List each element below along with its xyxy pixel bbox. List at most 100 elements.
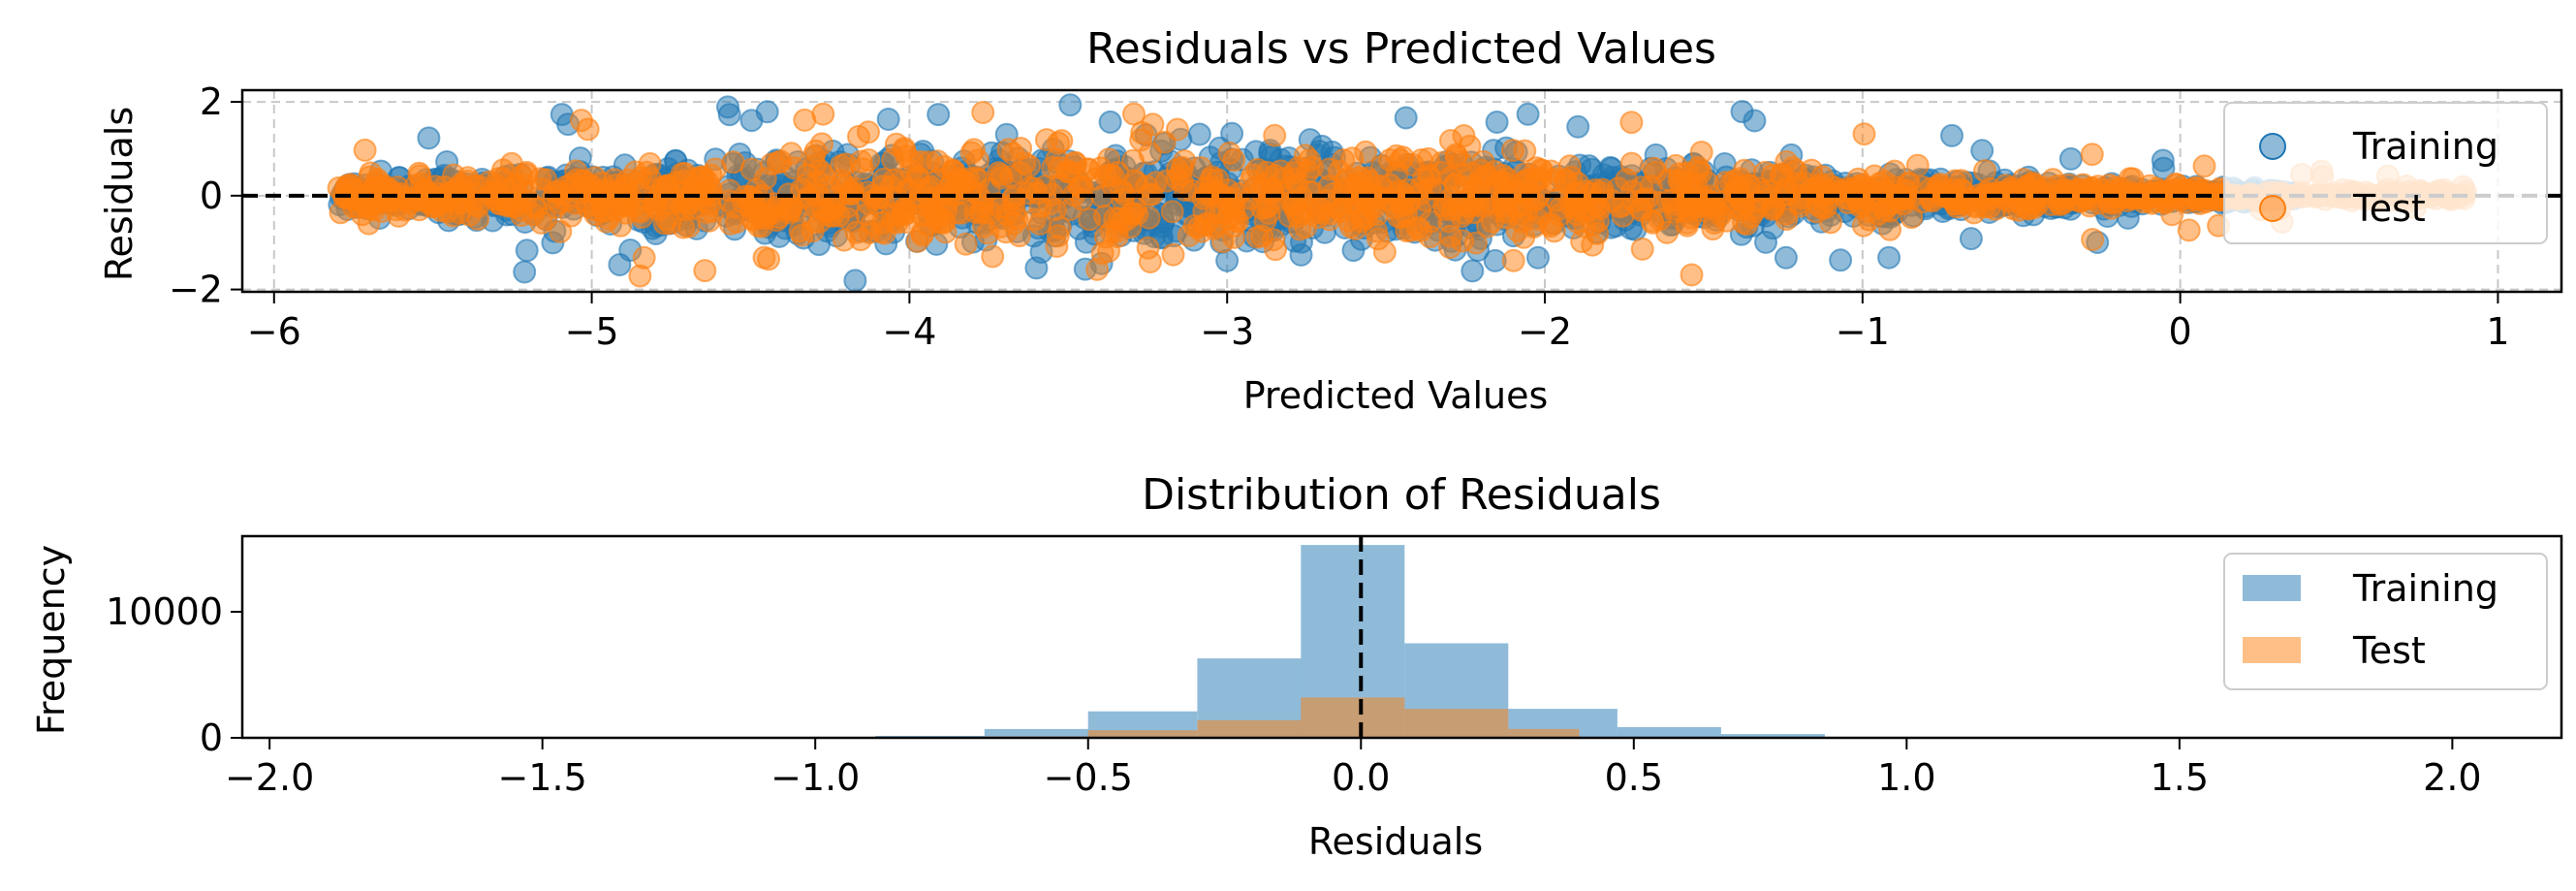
x-tick-label: −2 bbox=[1518, 310, 1572, 353]
scatter-point-test bbox=[1137, 206, 1161, 230]
scatter-point-training bbox=[513, 260, 537, 284]
scatter-point-test bbox=[1559, 165, 1584, 189]
histogram-legend: Training Test bbox=[2223, 553, 2548, 690]
scatter-point-test bbox=[1340, 146, 1365, 171]
scatter-point-test bbox=[1501, 248, 1525, 272]
scatter-point-training bbox=[843, 269, 867, 292]
scatter-point-training bbox=[1215, 248, 1240, 272]
scatter-point-test bbox=[676, 214, 701, 239]
scatter-point-training bbox=[417, 126, 441, 150]
scatter-point-test bbox=[549, 219, 573, 243]
scatter-point-training bbox=[1058, 93, 1083, 117]
scatter-point-training bbox=[1516, 102, 1540, 126]
scatter-point-test bbox=[1398, 218, 1423, 242]
scatter-point-training bbox=[717, 103, 741, 127]
scatter-point-test bbox=[1123, 169, 1147, 193]
scatter-point-test bbox=[582, 198, 607, 222]
legend-patch-test bbox=[2243, 637, 2301, 663]
scatter-point-test bbox=[815, 200, 839, 224]
scatter-point-test bbox=[1586, 208, 1610, 233]
scatter-point-test bbox=[534, 168, 558, 192]
scatter-point-test bbox=[1680, 263, 1704, 287]
scatter-point-training bbox=[1566, 114, 1590, 139]
scatter-point-test bbox=[1510, 209, 1533, 234]
scatter-point-test bbox=[999, 164, 1023, 188]
histogram-bar-training bbox=[1617, 727, 1721, 738]
scatter-point-test bbox=[577, 172, 601, 196]
scatter-point-test bbox=[2192, 154, 2216, 178]
scatter-point-test bbox=[1539, 214, 1562, 239]
legend-label-training: Training bbox=[2352, 567, 2498, 610]
scatter-point-test bbox=[1513, 139, 1537, 163]
scatter-point-test bbox=[1111, 188, 1135, 211]
histogram-bar-training bbox=[1720, 734, 1825, 738]
y-tick-label: 0 bbox=[200, 716, 223, 759]
scatter-point-test bbox=[1408, 176, 1432, 201]
scatter-point-test bbox=[1171, 170, 1194, 194]
y-tick-label: 0 bbox=[200, 175, 223, 217]
scatter-point-test bbox=[981, 244, 1005, 269]
scatter-point-test bbox=[835, 195, 860, 219]
scatter-point-test bbox=[2020, 173, 2044, 197]
scatter-point-training bbox=[1526, 245, 1550, 270]
scatter-point-test bbox=[697, 208, 721, 233]
scatter-point-test bbox=[777, 201, 801, 225]
x-tick-label: −6 bbox=[247, 310, 301, 353]
scatter-point-test bbox=[917, 150, 941, 175]
scatter-point-test bbox=[1005, 207, 1029, 231]
scatter-point-test bbox=[366, 179, 391, 204]
histogram-y-label: Frequency bbox=[30, 545, 73, 735]
scatter-point-test bbox=[563, 191, 587, 215]
scatter-point-training bbox=[515, 239, 539, 263]
scatter-point-test bbox=[1288, 217, 1312, 241]
scatter-point-test bbox=[2177, 218, 2201, 242]
histogram-bar-training bbox=[984, 728, 1088, 738]
scatter-point-test bbox=[1165, 117, 1189, 142]
scatter-point-test bbox=[1161, 242, 1185, 267]
scatter-point-test bbox=[2016, 196, 2040, 220]
histogram-x-ticks: −2.0 −1.5 −1.0 −0.5 0.0 0.5 1.0 1.5 2.0 bbox=[225, 738, 2482, 799]
scatter-point-test bbox=[895, 144, 919, 169]
y-tick-label: 10000 bbox=[106, 590, 223, 633]
scatter-point-test bbox=[1775, 207, 1799, 232]
legend-label-test: Test bbox=[2352, 629, 2426, 672]
legend-marker-training bbox=[2259, 133, 2286, 160]
scatter-point-training bbox=[2152, 156, 2176, 180]
scatter-point-test bbox=[485, 179, 509, 204]
scatter-point-test bbox=[752, 245, 776, 270]
scatter-point-test bbox=[1355, 166, 1379, 190]
scatter-point-test bbox=[1857, 207, 1881, 232]
scatter-point-test bbox=[1343, 216, 1367, 240]
scatter-point-test bbox=[725, 209, 749, 234]
histogram-title: Distribution of Residuals bbox=[1142, 470, 1661, 520]
histogram-bar-test bbox=[1197, 719, 1302, 738]
x-tick-label: −0.5 bbox=[1044, 756, 1133, 799]
scatter-legend-box bbox=[2223, 102, 2548, 244]
scatter-point-test bbox=[926, 206, 950, 230]
scatter-point-training bbox=[1754, 230, 1777, 254]
scatter-point-test bbox=[1098, 163, 1122, 187]
scatter-point-test bbox=[1285, 172, 1309, 196]
scatter-point-test bbox=[1027, 211, 1052, 236]
scatter-point-test bbox=[1250, 224, 1274, 248]
scatter-point-test bbox=[1451, 162, 1475, 186]
x-tick-label: −1 bbox=[1836, 310, 1890, 353]
scatter-point-test bbox=[1619, 151, 1644, 175]
scatter-point-test bbox=[457, 203, 482, 227]
scatter-point-test bbox=[1367, 186, 1392, 210]
scatter-point-training bbox=[1774, 245, 1798, 270]
scatter-point-test bbox=[1991, 180, 2015, 205]
scatter-point-training bbox=[1461, 259, 1485, 283]
scatter-point-training bbox=[927, 103, 951, 127]
scatter-point-training bbox=[755, 100, 779, 124]
scatter-point-test bbox=[1512, 162, 1536, 186]
legend-patch-training bbox=[2243, 575, 2301, 601]
scatter-point-test bbox=[1452, 124, 1476, 147]
scatter-point-test bbox=[1630, 237, 1654, 261]
scatter-point-test bbox=[1078, 207, 1102, 232]
scatter-point-test bbox=[632, 245, 656, 270]
scatter-point-test bbox=[1100, 219, 1123, 243]
scatter-point-training bbox=[1877, 245, 1901, 270]
scatter-point-training bbox=[1940, 123, 1963, 147]
